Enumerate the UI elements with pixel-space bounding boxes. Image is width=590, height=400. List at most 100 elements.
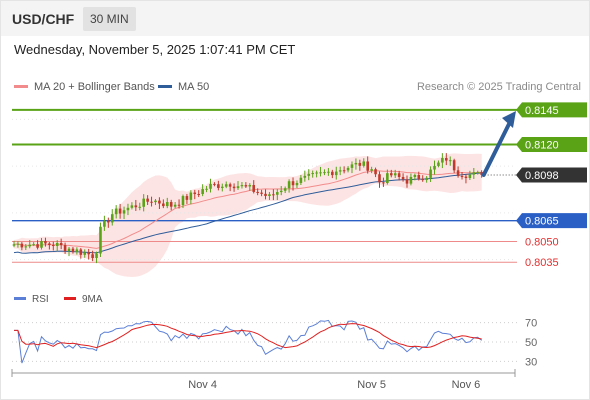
candle-body xyxy=(276,192,279,195)
candle-body xyxy=(409,176,413,184)
legend-label: RSI xyxy=(32,294,49,305)
x-tick-label: Nov 5 xyxy=(357,379,386,391)
candle-body xyxy=(71,248,75,252)
candle-body xyxy=(244,185,248,187)
symbol-title: USD/CHF xyxy=(12,11,75,27)
level-tag xyxy=(516,136,587,152)
candle-body xyxy=(268,194,271,196)
candle-body xyxy=(197,194,201,196)
level-label: 0.8145 xyxy=(525,105,559,117)
candle-body xyxy=(358,162,362,166)
candle-body xyxy=(405,179,409,184)
candle-body xyxy=(40,241,43,248)
candle-body xyxy=(87,252,90,255)
x-tick-label: Nov 4 xyxy=(188,379,217,391)
candle-body xyxy=(130,205,134,208)
rsi-line xyxy=(14,319,482,364)
candle-body xyxy=(315,172,318,174)
candle-body xyxy=(165,202,169,207)
candle-body xyxy=(20,243,24,248)
candle-body xyxy=(342,170,346,172)
candle-body xyxy=(460,176,464,178)
candle-body xyxy=(91,254,94,258)
candle-body xyxy=(303,175,307,178)
candle-body xyxy=(16,243,20,245)
rsi-tick-label: 70 xyxy=(525,318,537,330)
candle-body xyxy=(248,185,252,187)
candle-body xyxy=(134,205,138,208)
candle-body xyxy=(95,253,98,258)
projection-arrow-shaft xyxy=(481,120,512,177)
ma50-line xyxy=(13,172,482,254)
candle-body xyxy=(217,184,220,188)
candle-body xyxy=(150,201,153,203)
candle-body xyxy=(209,183,212,189)
level-label: 0.8035 xyxy=(525,257,559,269)
candle-body xyxy=(393,173,397,176)
candle-body xyxy=(181,196,185,206)
candle-body xyxy=(138,206,142,208)
candle-body xyxy=(279,190,283,193)
legend-swatch xyxy=(14,296,26,300)
candle-body xyxy=(67,248,71,252)
ma20-line xyxy=(13,170,482,249)
candle-body xyxy=(413,174,417,177)
x-tick-label: Nov 6 xyxy=(452,379,481,391)
level-tag xyxy=(516,167,587,183)
header-bar: USD/CHF 30 MIN xyxy=(1,1,589,36)
candle-body xyxy=(389,173,393,176)
candle-body xyxy=(220,186,224,188)
projection-arrow-head xyxy=(502,111,516,129)
candle-body xyxy=(185,196,189,200)
candle-body xyxy=(63,245,67,252)
candle-body xyxy=(319,172,322,174)
candle-body xyxy=(260,192,263,194)
candle-body xyxy=(334,171,338,176)
candle-body xyxy=(468,174,472,179)
candle-body xyxy=(338,170,342,172)
candle-body xyxy=(287,181,291,189)
candle-body xyxy=(397,173,401,177)
candle-body xyxy=(224,184,228,187)
candle-body xyxy=(283,188,287,191)
timestamp: Wednesday, November 5, 2025 1:07:41 PM C… xyxy=(14,42,296,57)
candle-body xyxy=(272,194,275,196)
candle-body xyxy=(370,169,373,171)
candle-body xyxy=(378,174,381,183)
candle-body xyxy=(323,172,326,174)
candle-body xyxy=(433,165,436,170)
candle-body xyxy=(445,158,448,161)
candle-body xyxy=(79,249,83,255)
candle-body xyxy=(146,198,149,202)
candle-body xyxy=(264,193,267,196)
candle-body xyxy=(366,161,369,171)
candle-body xyxy=(346,167,350,171)
rsi-legend-item-rsi: RSI xyxy=(14,294,49,305)
candle-body xyxy=(299,177,303,183)
candle-body xyxy=(118,208,122,214)
candle-body xyxy=(228,184,232,187)
candle-body xyxy=(28,244,32,247)
legend-label: MA 20 + Bollinger Bands xyxy=(34,81,155,93)
candle-body xyxy=(44,241,47,244)
candle-body xyxy=(173,204,177,207)
candle-body xyxy=(452,160,456,171)
candle-body xyxy=(193,192,197,195)
candle-body xyxy=(417,174,421,180)
legend-item-ma20: MA 20 + Bollinger Bands xyxy=(14,81,155,93)
candle-body xyxy=(154,200,157,203)
candle-body xyxy=(480,172,483,175)
candle-body xyxy=(52,244,55,247)
candle-body xyxy=(327,171,330,173)
candle-body xyxy=(291,181,295,186)
candle-body xyxy=(114,208,118,215)
candle-body xyxy=(311,173,314,175)
timeframe-button[interactable]: 30 MIN xyxy=(83,7,136,31)
candle-body xyxy=(83,252,87,255)
candle-body xyxy=(32,244,35,246)
level-label: 0.8065 xyxy=(525,216,559,228)
candle-body xyxy=(162,203,165,207)
candle-body xyxy=(189,192,193,200)
legend-swatch xyxy=(64,296,76,300)
candle-body xyxy=(476,172,480,174)
